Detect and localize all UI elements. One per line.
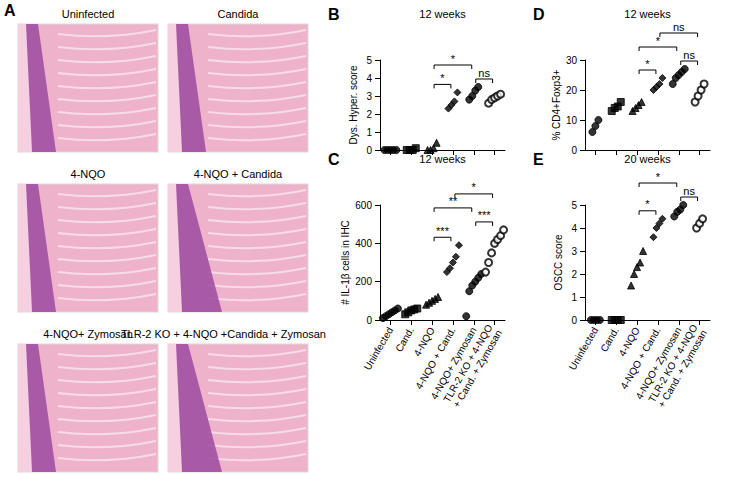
svg-text:Uninfected: Uninfected xyxy=(62,8,115,20)
svg-text:3: 3 xyxy=(571,246,577,257)
svg-text:Cand.: Cand. xyxy=(393,325,416,354)
svg-text:Candida: Candida xyxy=(218,8,260,20)
svg-text:ns: ns xyxy=(683,185,695,197)
svg-text:12 weeks: 12 weeks xyxy=(624,8,671,20)
svg-text:4: 4 xyxy=(366,73,372,84)
svg-text:5: 5 xyxy=(571,200,577,211)
svg-text:*: * xyxy=(656,171,661,183)
svg-text:0: 0 xyxy=(571,315,577,326)
svg-text:ns: ns xyxy=(683,49,695,61)
svg-text:400: 400 xyxy=(355,238,372,249)
svg-text:*: * xyxy=(440,72,445,84)
svg-text:% CD4+Foxp3+: % CD4+Foxp3+ xyxy=(551,69,562,140)
svg-text:200: 200 xyxy=(355,276,372,287)
svg-text:600: 600 xyxy=(355,200,372,211)
svg-text:2: 2 xyxy=(571,269,577,280)
svg-text:4-NQO: 4-NQO xyxy=(411,325,437,359)
svg-text:+ Cand. + Zymosan: + Cand. + Zymosan xyxy=(451,328,504,409)
svg-text:Dys. Hyper. score: Dys. Hyper. score xyxy=(348,65,359,144)
svg-text:0: 0 xyxy=(571,145,577,156)
svg-text:***: *** xyxy=(436,225,450,237)
svg-text:4-NQO + Cand.: 4-NQO + Cand. xyxy=(413,325,458,392)
svg-text:ns: ns xyxy=(673,21,685,33)
svg-text:30: 30 xyxy=(566,55,578,66)
svg-text:3: 3 xyxy=(366,91,372,102)
svg-text:D: D xyxy=(533,6,545,23)
svg-text:TLR-2 KO + 4-NQO: TLR-2 KO + 4-NQO xyxy=(441,322,495,405)
svg-text:4-NQO: 4-NQO xyxy=(71,168,106,180)
svg-text:C: C xyxy=(328,151,340,168)
svg-text:OSCC score: OSCC score xyxy=(553,234,564,291)
svg-text:TLR-2 KO + 4-NQO: TLR-2 KO + 4-NQO xyxy=(646,322,700,405)
svg-text:12 weeks: 12 weeks xyxy=(419,153,466,165)
svg-text:***: *** xyxy=(478,209,492,221)
svg-text:TLR-2 KO + 4-NQO +Candida + Zy: TLR-2 KO + 4-NQO +Candida + Zymosan xyxy=(121,328,326,340)
svg-text:20 weeks: 20 weeks xyxy=(624,153,671,165)
svg-text:*: * xyxy=(472,181,477,193)
svg-text:Uninfected: Uninfected xyxy=(362,325,395,372)
svg-text:10: 10 xyxy=(566,115,578,126)
svg-text:0: 0 xyxy=(366,315,372,326)
svg-text:4-NQO+ Zymosan: 4-NQO+ Zymosan xyxy=(428,325,479,402)
svg-text:1: 1 xyxy=(366,127,372,138)
svg-text:20: 20 xyxy=(566,85,578,96)
svg-text:0: 0 xyxy=(366,145,372,156)
svg-text:2: 2 xyxy=(366,109,372,120)
svg-text:*: * xyxy=(645,198,650,210)
svg-text:+ Cand. + Zymosan: + Cand. + Zymosan xyxy=(656,328,709,409)
svg-text:4-NQO + Cand.: 4-NQO + Cand. xyxy=(618,325,663,392)
svg-text:E: E xyxy=(533,151,544,168)
svg-text:**: ** xyxy=(449,195,458,207)
svg-text:5: 5 xyxy=(366,55,372,66)
svg-text:ns: ns xyxy=(478,67,490,79)
svg-text:# IL-1β cells in IHC: # IL-1β cells in IHC xyxy=(340,220,351,305)
svg-text:Uninfected: Uninfected xyxy=(567,325,600,372)
svg-text:A: A xyxy=(4,2,16,19)
svg-text:Cand.: Cand. xyxy=(598,325,621,354)
svg-text:4-NQO+ Zymosan: 4-NQO+ Zymosan xyxy=(43,328,133,340)
svg-text:B: B xyxy=(328,6,340,23)
svg-text:1: 1 xyxy=(571,292,577,303)
svg-text:4-NQO+ Zymosan: 4-NQO+ Zymosan xyxy=(633,325,684,402)
svg-text:12 weeks: 12 weeks xyxy=(419,8,466,20)
svg-text:*: * xyxy=(645,58,650,70)
svg-text:4: 4 xyxy=(571,223,577,234)
svg-text:*: * xyxy=(451,53,456,65)
svg-text:4-NQO + Candida: 4-NQO + Candida xyxy=(194,168,283,180)
svg-text:4-NQO: 4-NQO xyxy=(616,325,642,359)
